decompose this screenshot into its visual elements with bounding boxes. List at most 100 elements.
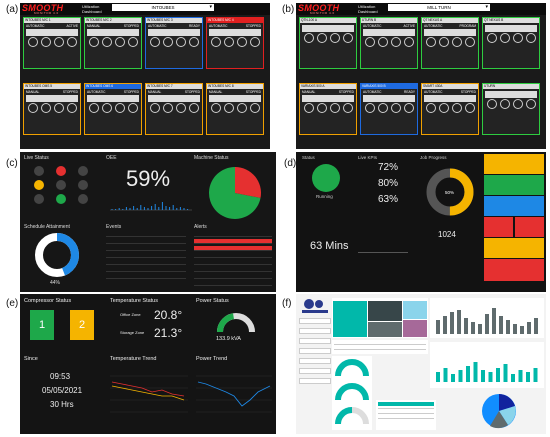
table-row	[106, 269, 186, 272]
treemap-tile[interactable]	[403, 320, 427, 337]
machine-info	[148, 94, 200, 102]
treemap-tile[interactable]	[403, 301, 427, 319]
machine-status-title: Machine Status	[194, 155, 229, 161]
machine-gauge	[525, 32, 536, 43]
filter-slicer[interactable]	[299, 378, 331, 384]
utilization-label: Utilization Dashboard	[358, 4, 378, 14]
machine-state: READY	[404, 89, 415, 94]
filter-slicer[interactable]	[299, 368, 331, 374]
status-light	[78, 194, 88, 204]
machine-card[interactable]: QTN-100 A	[299, 17, 357, 69]
machine-gauge	[236, 36, 247, 47]
machine-card[interactable]: QT NEXUS B	[482, 17, 540, 69]
bar	[458, 370, 463, 382]
machine-name: INTOUBES OMS 6	[85, 84, 141, 89]
machine-gauge	[27, 102, 38, 113]
machine-group-value: INTOUBES	[151, 5, 175, 10]
machine-gauge	[114, 36, 125, 47]
machine-gauge	[403, 36, 414, 47]
machine-gauge	[364, 102, 375, 113]
bar	[478, 324, 482, 334]
machine-gauge	[162, 36, 173, 47]
machine-card[interactable]: UTURN B AUTOMATIC ACTIVE	[360, 17, 418, 69]
machine-card[interactable]: UTURN	[482, 83, 540, 135]
compressor-2-tile[interactable]: 2	[70, 310, 94, 340]
table-row	[106, 276, 186, 279]
machine-mode: MANUAL	[26, 89, 40, 94]
compressor-status-title: Compressor Status	[24, 298, 72, 304]
filter-slicer[interactable]	[299, 318, 331, 324]
treemap-tile[interactable]	[368, 301, 402, 321]
compressor-1-tile[interactable]: 1	[30, 310, 54, 340]
machine-status-pie	[209, 167, 261, 219]
machine-group-select[interactable]: INTOUBES ▾	[112, 4, 214, 11]
status-light	[56, 194, 66, 204]
machine-gauge	[249, 36, 260, 47]
machine-group-select[interactable]: MILL TURN ▾	[388, 4, 490, 11]
machine-gauge	[88, 36, 99, 47]
machine-name: INTOUBES M/C 4	[207, 18, 263, 23]
machine-card[interactable]: VARIAXIS 500 B AUTOMATIC READY	[360, 83, 418, 135]
filter-slicer[interactable]	[299, 358, 331, 364]
bar	[464, 318, 468, 334]
filter-slicer[interactable]	[299, 338, 331, 344]
schedule-title: Schedule Attainment	[24, 224, 70, 230]
machine-card[interactable]: INTOUBES M/C 7 MANUAL STOPPED	[145, 83, 203, 135]
power-bi-report	[296, 294, 546, 434]
machine-gauge	[88, 102, 99, 113]
machine-info	[87, 94, 139, 102]
machine-gauge	[486, 98, 497, 109]
machine-card[interactable]: VARIAXIS 500 A MANUAL STOPPED	[299, 83, 357, 135]
table-row	[194, 246, 272, 251]
table-row	[194, 232, 272, 237]
live-status-dashboard: Live Status OEE 59% Machine Status Sched…	[20, 152, 276, 292]
breakdown-pie	[482, 394, 516, 429]
filter-slicer[interactable]	[299, 348, 331, 354]
machine-card[interactable]: INTOUBES OMS 6 AUTOMATIC STOPPED	[84, 83, 142, 135]
machine-card[interactable]: QT NEXUS A AUTOMATIC PROGRAM	[421, 17, 479, 69]
machine-card[interactable]: SMART 430A AUTOMATIC STOPPED	[421, 83, 479, 135]
tile	[484, 238, 544, 258]
machine-gauge	[188, 102, 199, 113]
machine-mode: MANUAL	[148, 89, 162, 94]
bar	[518, 370, 523, 382]
table-row	[194, 267, 272, 272]
machine-gauge	[249, 102, 260, 113]
machine-card[interactable]: INTOUBES M/C 3 AUTOMATIC READY	[145, 17, 203, 69]
machine-card[interactable]: INTOUBES M/C 2 MANUAL STOPPED	[84, 17, 142, 69]
power-trend-title: Power Trend	[196, 356, 228, 362]
panel-label-f: (f)	[282, 298, 292, 309]
app-logo: SMOOTH	[298, 3, 340, 13]
treemap-tile[interactable]	[333, 301, 367, 337]
power-status-title: Power Status	[196, 298, 229, 304]
pie-slice-running	[209, 167, 261, 219]
machine-mode: AUTOMATIC	[424, 23, 443, 28]
machine-gauge	[66, 36, 77, 47]
oee-sparkline	[110, 202, 192, 211]
machine-mode: AUTOMATIC	[148, 23, 167, 28]
treemap-tile[interactable]	[368, 322, 402, 337]
machine-card[interactable]: INTOUBES M/C 4 AUTOMATIC STOPPED	[206, 17, 264, 69]
kpi-2: 80%	[378, 178, 399, 189]
machine-gauge	[40, 36, 51, 47]
machine-mode: MANUAL	[209, 89, 223, 94]
trend-line-office	[111, 381, 185, 397]
chevron-down-icon: ▾	[209, 4, 212, 10]
utilization-label: Utilization Dashboard	[82, 4, 102, 14]
filter-slicer[interactable]	[299, 328, 331, 334]
status-light	[56, 180, 66, 190]
mid-bar-chart	[430, 342, 544, 388]
storage-zone-label: Storage Zone	[120, 330, 145, 335]
tile	[484, 175, 544, 195]
trend-line-storage	[111, 385, 185, 401]
machine-card[interactable]: INTOUBES OMS 5 MANUAL STOPPED	[23, 83, 81, 135]
machine-card[interactable]: INTOUBES M/C 1 AUTOMATIC ACTIVE	[23, 17, 81, 69]
table-row	[194, 274, 272, 279]
bar	[506, 320, 510, 334]
machine-name: UTURN B	[361, 18, 417, 23]
machine-gauge	[342, 102, 353, 113]
bar	[466, 366, 470, 382]
machine-name: UTURN	[483, 84, 539, 89]
machine-card[interactable]: INTOUBES M/C 8 MANUAL STOPPED	[206, 83, 264, 135]
machine-gauge	[114, 102, 125, 113]
